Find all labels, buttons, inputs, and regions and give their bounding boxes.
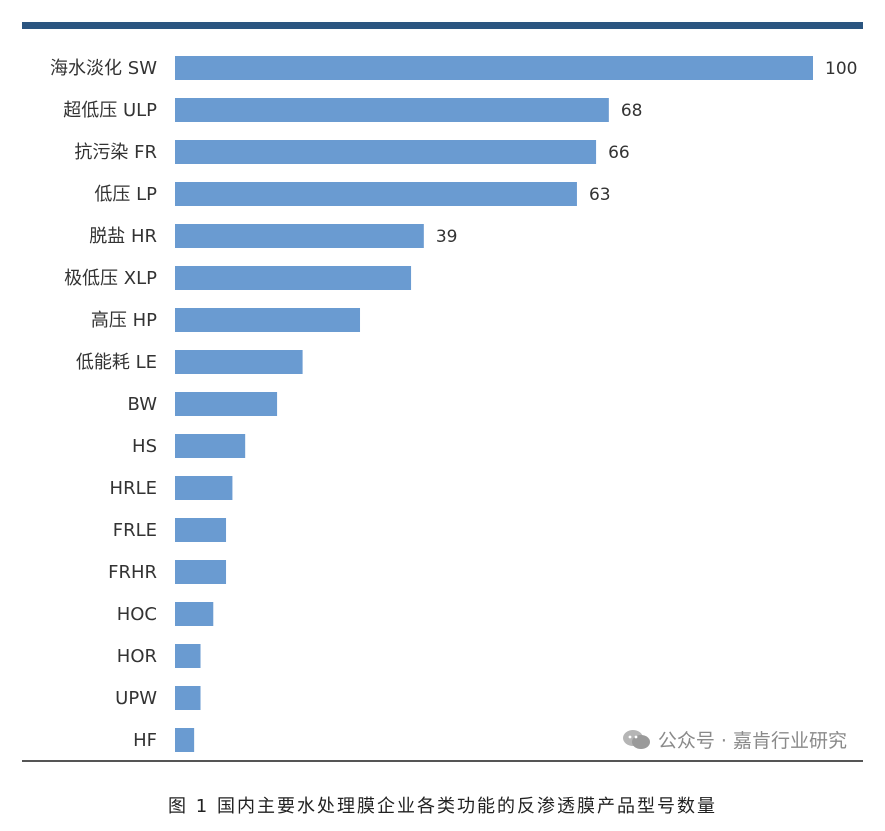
category-label: 超低压 ULP <box>63 100 157 121</box>
category-label: 海水淡化 SW <box>50 58 157 79</box>
bar <box>175 686 201 710</box>
category-label: BW <box>127 394 157 415</box>
bar <box>175 98 609 122</box>
bar <box>175 182 577 206</box>
data-label: 68 <box>621 101 643 121</box>
category-label: 高压 HP <box>91 310 157 331</box>
bar <box>175 350 303 374</box>
category-label: HF <box>133 730 157 751</box>
bar <box>175 308 361 332</box>
category-label: FRLE <box>113 520 157 541</box>
bar <box>175 140 597 164</box>
bar <box>175 56 813 80</box>
category-label: FRHR <box>108 562 157 583</box>
category-label: 极低压 XLP <box>64 268 157 289</box>
bar <box>175 728 195 752</box>
category-label: 低压 LP <box>94 184 157 205</box>
watermark-text: 公众号 · 嘉肯行业研究 <box>657 730 847 752</box>
category-label: 脱盐 HR <box>89 226 157 247</box>
chart-frame: 海水淡化 SW 100 超低压 ULP 68 抗污染 FR 66 低压 LP 63 脱盐 HR 3… <box>22 22 863 762</box>
bar <box>175 476 233 500</box>
data-label: 100 <box>825 59 857 79</box>
wechat-icon <box>622 729 650 749</box>
bar <box>175 266 412 290</box>
category-label: UPW <box>115 688 157 709</box>
bar-chart: 海水淡化 SW 100 超低压 ULP 68 抗污染 FR 66 低压 LP 63 脱盐 HR 3… <box>22 22 863 762</box>
category-label: HRLE <box>110 478 157 499</box>
figure-caption: 图 1 国内主要水处理膜企业各类功能的反渗透膜产品型号数量 <box>168 796 717 817</box>
category-label: 低能耗 LE <box>76 352 157 373</box>
bar <box>175 434 246 458</box>
category-label: 抗污染 FR <box>74 142 157 163</box>
category-label: HOC <box>117 604 157 625</box>
bar <box>175 518 227 542</box>
bar <box>175 224 424 248</box>
top-rule <box>22 22 863 29</box>
watermark: 公众号 · 嘉肯行业研究 <box>622 726 847 753</box>
data-label: 39 <box>436 227 458 247</box>
data-label: 63 <box>589 185 611 205</box>
data-label: 66 <box>608 143 630 163</box>
bar <box>175 560 227 584</box>
bar <box>175 644 201 668</box>
bar <box>175 602 214 626</box>
bar <box>175 392 278 416</box>
category-label: HS <box>132 436 157 457</box>
category-label: HOR <box>117 646 157 667</box>
bottom-rule <box>22 760 863 762</box>
